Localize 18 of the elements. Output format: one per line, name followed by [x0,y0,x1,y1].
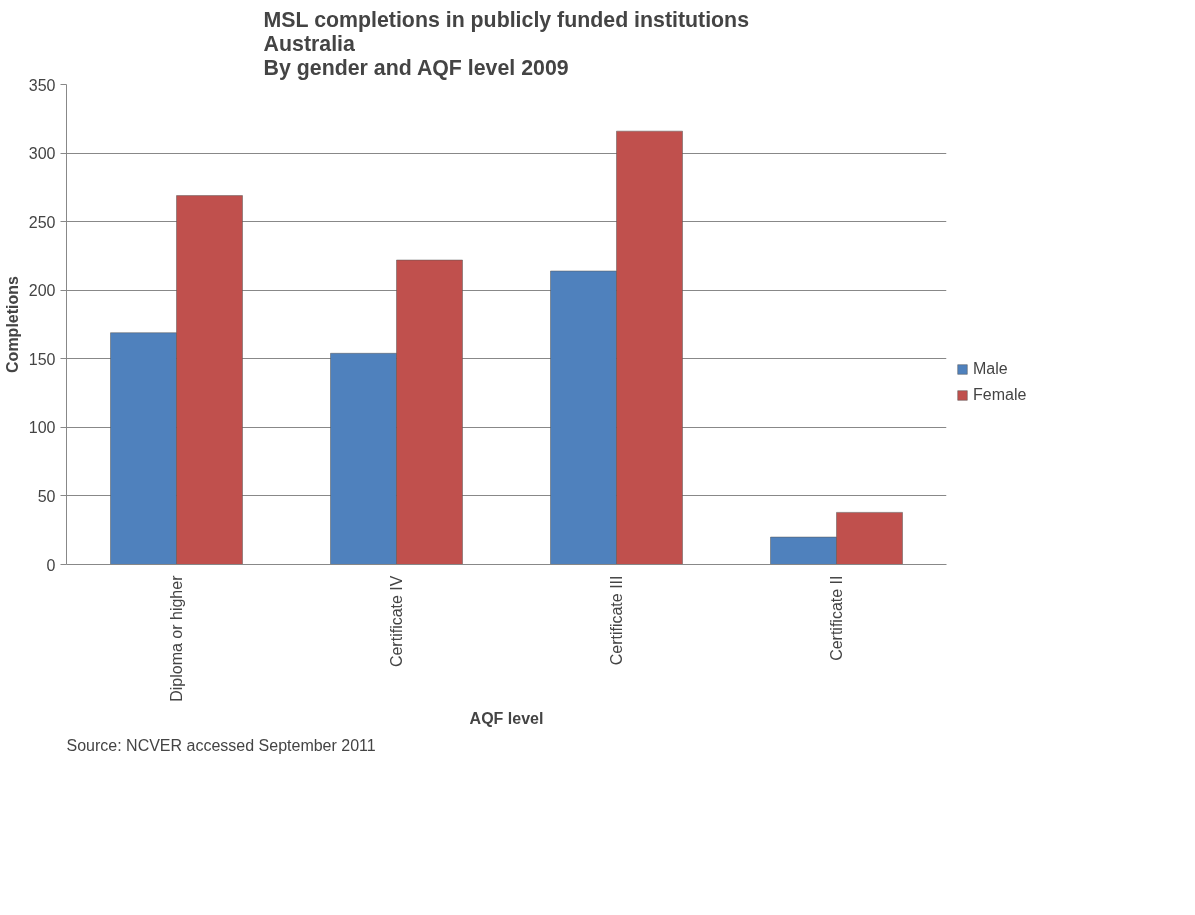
source-note: Source: NCVER accessed September 2011 [66,736,376,754]
y-tick-label: 300 [28,145,56,163]
legend-label: Male [973,360,1008,378]
y-tick-label: 200 [28,282,56,300]
chart-title: MSL completions in publicly funded institutions Australia By gender and AQF level 2009 [263,7,750,80]
y-tick-label: 50 [37,487,56,505]
x-tick-label: Certificate III [608,575,625,666]
y-tick-label: 150 [28,350,56,368]
x-tick-label: Certificate IV [388,575,405,668]
y-tick-label: 350 [28,76,56,94]
x-axis-title: AQF level [469,709,544,727]
x-tick-label: Diploma or higher [168,574,185,702]
y-tick-label: 250 [28,213,56,231]
legend-label: Female [973,386,1027,404]
y-axis-title: Completions [3,275,21,373]
y-tick-label: 0 [46,556,56,574]
y-tick-label: 100 [28,419,56,437]
x-tick-label: Certificate II [828,575,845,661]
